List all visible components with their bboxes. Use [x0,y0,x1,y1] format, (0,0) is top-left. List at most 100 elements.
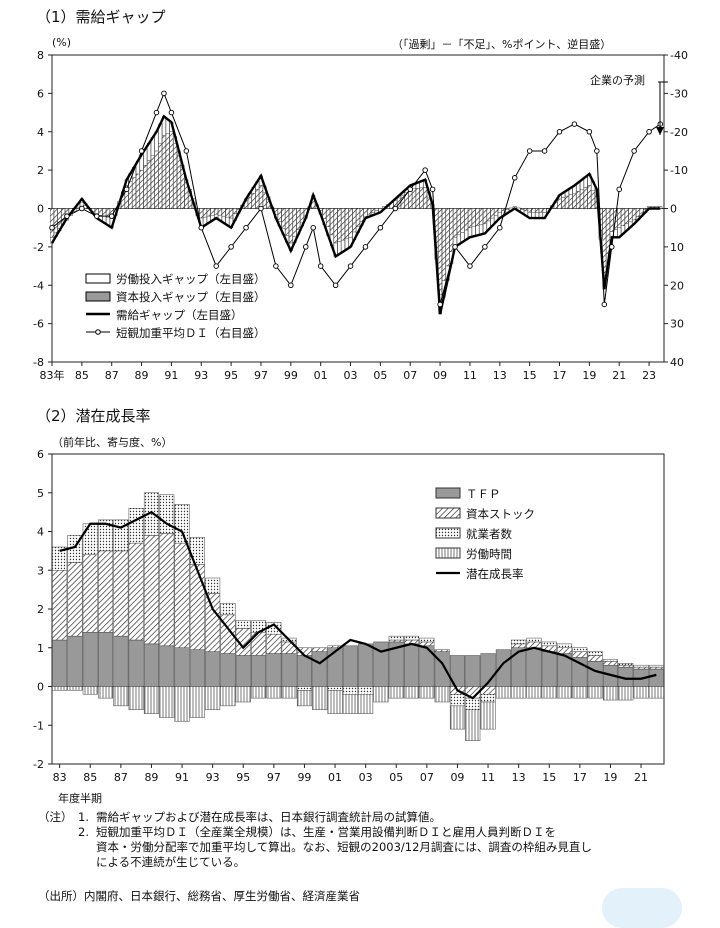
chart2-tfp-bar [328,648,343,687]
chart2-employment-bar [129,508,144,543]
chart2-employment-bar [389,636,404,640]
chart2-employment-bar [649,665,664,667]
chart2-hours-bar [588,687,603,699]
chart2-legend-hours-swatch [436,548,460,558]
chart2-hours-bar [98,687,113,699]
chart2-tfp-bar [83,632,98,686]
chart2-tfp-bar [649,669,664,686]
chart2-capital-bar [114,551,129,636]
chart2-tfp-bar [343,646,358,687]
chart2-tfp-bar [297,656,312,687]
chart2-hours-bar [83,687,98,695]
chart2-tfp-bar [465,656,480,687]
chart2-legend-employment-swatch [436,528,460,538]
note2-num: 2. [78,825,89,840]
chart2-employment-bar [573,648,588,652]
note2-line2: 資本・労働分配率で加重平均して算出。なお、短観の2003/12月調査には、調査の… [96,840,592,855]
chart2-tfp-bar [68,636,83,686]
chart2-tfp-bar [236,656,251,687]
chart2-capital-bar [159,533,174,645]
chart2-x-tick-label: 05 [389,771,403,784]
chart2-capital-bar [420,642,435,646]
chart2-x-tick-label: 11 [481,771,495,784]
chart2-employment-bar [542,642,557,646]
chart2-hours-bar [221,687,236,706]
chart2-hours-bar [52,687,67,691]
chart2-capital-bar [52,570,67,640]
chart2-hours-bar [603,687,618,701]
chart2-hours-bar [389,687,404,699]
chart2-employment-bar [465,698,480,710]
chart2-capital-bar [557,648,572,654]
chart2-capital-bar [435,650,450,652]
chart2-capital-bar [618,665,633,667]
chart2-tfp-bar [312,652,327,687]
chart2-plot-frame [52,454,664,764]
chart2-y-tick-label: 6 [37,448,44,461]
chart2-y-tick-label: 2 [37,603,44,616]
chart2-capital-bar [573,652,588,658]
chart2-x-tick-label: 15 [542,771,556,784]
chart2-tfp-bar [159,646,174,687]
chart2-employment-bar [618,663,633,665]
chart2-hours-bar [573,687,588,699]
chart2-employment-bar [481,694,496,702]
chart2-x-tick-label: 91 [175,771,189,784]
chart2-capital-bar [175,543,190,648]
chart2-tfp-bar [221,654,236,687]
chart2-tfp-bar [511,648,526,687]
chart2-employment-bar [450,694,465,706]
chart2-capital-bar [144,535,159,644]
chart2-employment-bar [588,652,603,656]
chart2-y-tick-label: 4 [37,526,44,539]
chart2-employment-bar [328,687,343,691]
chart2-hours-bar [358,694,373,713]
chart2-y-tick-label: 1 [37,642,44,655]
chart2-capital-bar [190,564,205,649]
chart2-tfp-bar [190,650,205,687]
chart2-employment-bar [527,638,542,642]
chart2-employment-bar [634,665,649,667]
chart2-employment-bar [205,578,220,594]
chart2-capital-bar [649,667,664,669]
chart2-employment-bar [221,603,236,615]
chart2-employment-bar [511,640,526,644]
chart2-capital-bar [267,634,282,653]
chart2-hours-bar [481,702,496,729]
chart2-hours-bar [190,687,205,718]
chart2-hours-bar [511,687,526,699]
chart2-hours-bar [343,694,358,713]
chart2-employment-bar [190,537,205,564]
chart2-y-tick-label: -1 [33,719,44,732]
chart2-legend-label: 労働時間 [466,547,512,561]
chart2-hours-bar [328,690,343,713]
chart2-x-tick-label: 99 [297,771,311,784]
chart2-tfp-bar [282,654,297,687]
chart2-x-tick-label: 03 [359,771,373,784]
chart2-x-tick-label: 13 [512,771,526,784]
chart2-tfp-bar [542,652,557,687]
chart2-x-tick-label: 85 [83,771,97,784]
chart2-capital-bar [98,551,113,632]
chart2-employment-bar [420,638,435,642]
chart2-legend-label: ＴＦＰ [466,487,501,501]
chart2-hours-bar [435,687,450,703]
floating-assistant-button[interactable] [602,888,682,928]
chart2-x-tick-label: 89 [144,771,158,784]
chart2-x-tick-label: 93 [206,771,220,784]
chart2-hours-bar [144,687,159,714]
chart2-hours-bar [496,687,511,699]
chart2-legend-label: 就業者数 [466,527,512,541]
chart2-hours-bar [649,687,664,699]
chart2-x-tick-label: 01 [328,771,342,784]
chart2-employment-bar [343,687,358,695]
chart2-tfp-bar [267,654,282,687]
chart2-hours-bar [465,710,480,741]
chart2-tfp-bar [129,640,144,687]
chart2-hours-bar [450,706,465,729]
chart2-hours-bar [557,687,572,699]
chart2-hours-bar [236,687,251,703]
chart2-x-tick-label: 07 [420,771,434,784]
chart2-x-tick-label: 19 [603,771,617,784]
